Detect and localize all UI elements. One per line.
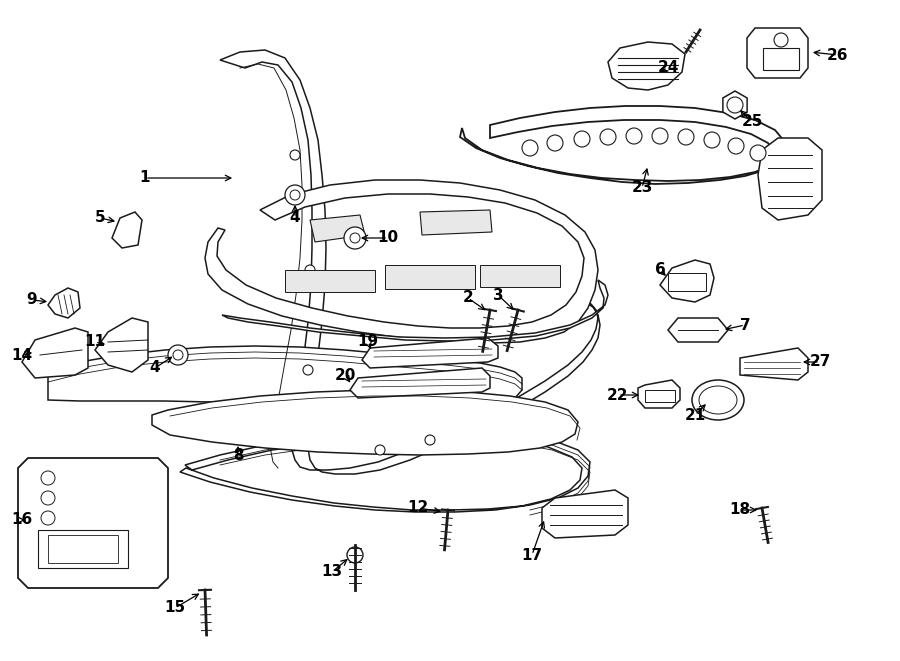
Polygon shape [310, 215, 365, 242]
Circle shape [425, 435, 435, 445]
Text: 13: 13 [321, 564, 343, 580]
Polygon shape [608, 42, 685, 90]
Circle shape [375, 445, 385, 455]
Polygon shape [205, 180, 598, 343]
Circle shape [168, 345, 188, 365]
Polygon shape [180, 430, 590, 512]
Circle shape [727, 97, 743, 113]
Polygon shape [420, 210, 492, 235]
Text: 4: 4 [149, 360, 160, 375]
Polygon shape [747, 28, 808, 78]
Polygon shape [740, 348, 808, 380]
Polygon shape [542, 490, 628, 538]
Text: 8: 8 [233, 447, 243, 463]
Text: 9: 9 [27, 293, 37, 307]
Circle shape [774, 33, 788, 47]
Circle shape [574, 131, 590, 147]
Circle shape [305, 265, 315, 275]
Polygon shape [350, 368, 490, 398]
Text: 6: 6 [654, 262, 665, 278]
Text: 25: 25 [742, 114, 762, 130]
Circle shape [41, 471, 55, 485]
Circle shape [290, 150, 300, 160]
Circle shape [652, 128, 668, 144]
Text: 17: 17 [521, 547, 543, 563]
Ellipse shape [692, 380, 744, 420]
Circle shape [547, 135, 563, 151]
Circle shape [626, 128, 642, 144]
Text: 22: 22 [608, 387, 629, 403]
Bar [48, 535, 118, 563]
Polygon shape [222, 280, 608, 341]
Polygon shape [480, 265, 560, 287]
Text: 24: 24 [657, 61, 679, 75]
Circle shape [285, 185, 305, 205]
Bar [763, 48, 799, 70]
Circle shape [522, 140, 538, 156]
Circle shape [728, 138, 744, 154]
Circle shape [750, 145, 766, 161]
Polygon shape [758, 138, 822, 220]
Text: 7: 7 [740, 317, 751, 332]
Text: 16: 16 [12, 512, 32, 527]
Polygon shape [152, 390, 578, 455]
Polygon shape [48, 288, 80, 318]
Text: 2: 2 [463, 290, 473, 305]
Text: 20: 20 [334, 368, 356, 383]
Bar [668, 273, 706, 291]
Text: 3: 3 [492, 288, 503, 303]
Bar [38, 530, 128, 568]
Polygon shape [48, 346, 522, 410]
Circle shape [350, 233, 360, 243]
Polygon shape [95, 318, 148, 372]
Text: 11: 11 [85, 334, 105, 350]
Text: 12: 12 [408, 500, 428, 516]
Circle shape [303, 365, 313, 375]
Circle shape [600, 129, 616, 145]
Circle shape [347, 547, 363, 563]
Circle shape [290, 190, 300, 200]
Text: 26: 26 [827, 48, 849, 63]
Text: 15: 15 [165, 600, 185, 615]
Circle shape [704, 132, 720, 148]
Text: 1: 1 [140, 171, 150, 186]
Circle shape [344, 227, 366, 249]
Polygon shape [362, 338, 498, 368]
Text: 10: 10 [377, 231, 399, 245]
Text: 19: 19 [357, 334, 379, 350]
Polygon shape [638, 380, 680, 408]
Text: 4: 4 [290, 210, 301, 225]
Polygon shape [112, 212, 142, 248]
Polygon shape [668, 318, 728, 342]
Polygon shape [385, 265, 475, 289]
Circle shape [41, 491, 55, 505]
Text: 21: 21 [684, 407, 706, 422]
Polygon shape [285, 270, 375, 292]
Circle shape [678, 129, 694, 145]
Ellipse shape [699, 386, 737, 414]
Polygon shape [22, 328, 88, 378]
Polygon shape [460, 106, 785, 184]
Text: 27: 27 [809, 354, 831, 369]
Text: 18: 18 [729, 502, 751, 518]
Polygon shape [18, 458, 168, 588]
Circle shape [173, 350, 183, 360]
Circle shape [41, 511, 55, 525]
Text: 5: 5 [94, 210, 105, 225]
Text: 14: 14 [12, 348, 32, 362]
Polygon shape [220, 50, 600, 474]
Polygon shape [723, 91, 747, 119]
Polygon shape [660, 260, 714, 302]
Text: 23: 23 [631, 180, 652, 196]
Bar [645, 390, 675, 402]
